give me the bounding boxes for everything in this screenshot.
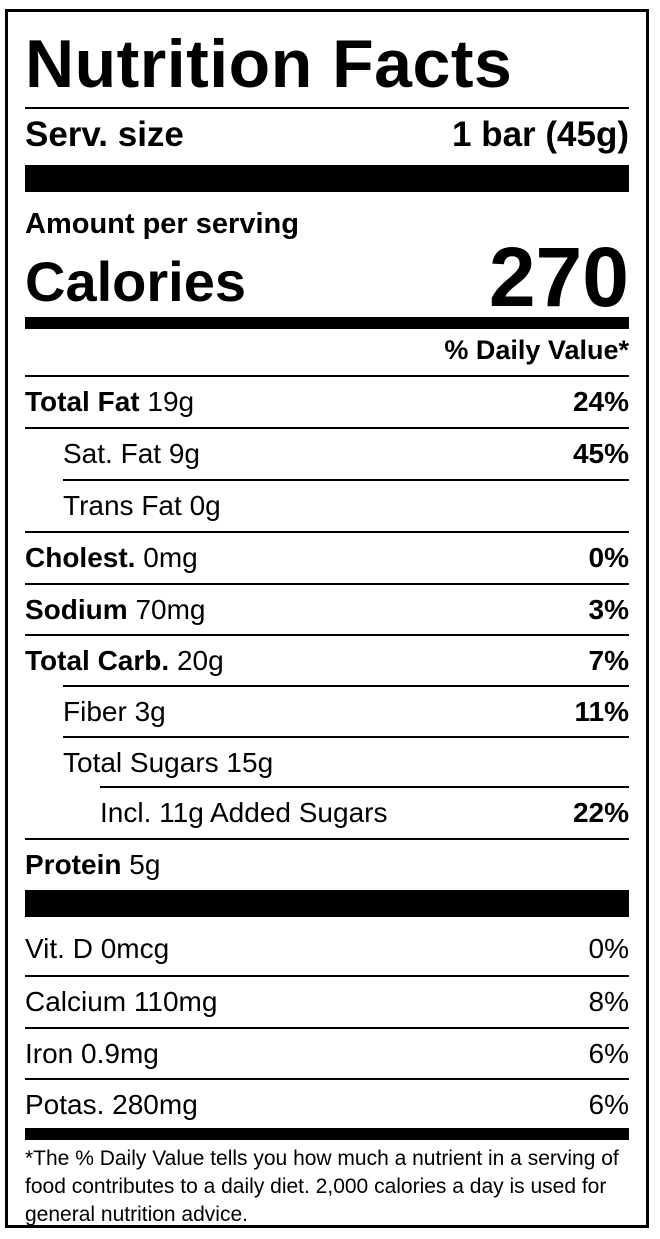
vitamin-row-potassium: Potas. 280mg 6% bbox=[25, 1080, 629, 1130]
nutrient-name: Total Carb. bbox=[25, 645, 170, 676]
divider bbox=[25, 531, 629, 533]
nutrient-name: Total Fat bbox=[25, 386, 140, 417]
thick-divider bbox=[25, 165, 629, 192]
vitamin-name: Calcium 110mg bbox=[25, 986, 218, 1017]
calories-value: 270 bbox=[488, 230, 629, 324]
nutrient-dv: 0% bbox=[588, 542, 629, 573]
nutrient-amount: 15g bbox=[226, 747, 274, 778]
nutrient-dv: 24% bbox=[572, 386, 629, 417]
nutrient-name: Incl. 11g Added Sugars bbox=[100, 797, 388, 828]
nutrient-row-sodium: Sodium 70mg 3% bbox=[25, 585, 629, 635]
nutrient-name: Cholest. bbox=[25, 542, 136, 573]
nutrient-row-total-sugars: Total Sugars 15g bbox=[63, 738, 629, 788]
nutrient-amount: 19g bbox=[147, 386, 195, 417]
nutrient-row-protein: Protein 5g bbox=[25, 840, 629, 890]
nutrient-dv: 22% bbox=[572, 797, 629, 828]
nutrient-amount: 9g bbox=[168, 438, 200, 469]
nutrient-row-total-fat: Total Fat 19g 24% bbox=[25, 377, 629, 427]
amount-per-serving: Amount per serving bbox=[25, 208, 299, 240]
divider bbox=[25, 1078, 629, 1080]
nutrient-dv: 3% bbox=[588, 594, 629, 625]
vitamin-row-iron: Iron 0.9mg 6% bbox=[25, 1029, 629, 1079]
vitamin-dv: 6% bbox=[588, 1089, 629, 1120]
divider bbox=[25, 1027, 629, 1029]
divider bbox=[25, 975, 629, 977]
nutrient-name: Sodium bbox=[25, 594, 128, 625]
thick-divider bbox=[25, 890, 629, 917]
daily-value-header: % Daily Value* bbox=[444, 335, 629, 365]
divider bbox=[25, 583, 629, 585]
nutrient-amount: 70mg bbox=[135, 594, 206, 625]
nutrient-name: Sat. Fat bbox=[63, 438, 162, 469]
nutrient-row-sat-fat: Sat. Fat 9g 45% bbox=[63, 429, 629, 479]
medium-divider bbox=[25, 1128, 629, 1140]
panel-title: Nutrition Facts bbox=[25, 26, 513, 102]
nutrient-dv: 11% bbox=[574, 696, 630, 727]
serving-size-label: Serv. size bbox=[25, 115, 184, 154]
vitamin-name: Potas. 280mg bbox=[25, 1089, 198, 1120]
divider bbox=[63, 685, 629, 687]
vitamin-row-calcium: Calcium 110mg 8% bbox=[25, 977, 629, 1027]
nutrient-row-cholesterol: Cholest. 0mg 0% bbox=[25, 533, 629, 583]
vitamin-dv: 6% bbox=[588, 1038, 629, 1069]
serving-size-value: 1 bar (45g) bbox=[452, 115, 629, 154]
serving-size-row: Serv. size 1 bar (45g) bbox=[25, 112, 629, 158]
divider bbox=[63, 479, 629, 481]
nutrient-row-total-carb: Total Carb. 20g 7% bbox=[25, 636, 629, 686]
divider bbox=[25, 427, 629, 429]
divider bbox=[25, 634, 629, 636]
nutrient-name: Protein bbox=[25, 849, 122, 880]
divider bbox=[100, 786, 629, 788]
nutrient-row-added-sugars: Incl. 11g Added Sugars 22% bbox=[100, 788, 629, 838]
nutrient-dv: 45% bbox=[572, 438, 629, 469]
vitamin-row-vit-d: Vit. D 0mcg 0% bbox=[25, 924, 629, 974]
vitamin-dv: 0% bbox=[588, 933, 629, 964]
divider bbox=[25, 107, 629, 109]
divider bbox=[63, 736, 629, 738]
divider bbox=[25, 375, 629, 377]
nutrient-row-fiber: Fiber 3g 11% bbox=[63, 687, 629, 737]
vitamin-name: Vit. D 0mcg bbox=[25, 933, 170, 964]
nutrient-amount: 3g bbox=[134, 696, 166, 727]
nutrient-amount: 0g bbox=[189, 490, 221, 521]
vitamin-name: Iron 0.9mg bbox=[25, 1038, 159, 1069]
vitamin-dv: 8% bbox=[588, 986, 629, 1017]
nutrient-name: Total Sugars bbox=[63, 747, 219, 778]
nutrient-amount: 5g bbox=[129, 849, 161, 880]
nutrient-row-trans-fat: Trans Fat 0g bbox=[63, 481, 629, 531]
nutrient-name: Trans Fat bbox=[63, 490, 182, 521]
nutrient-amount: 20g bbox=[176, 645, 224, 676]
nutrition-facts-panel: Nutrition Facts Serv. size 1 bar (45g) A… bbox=[5, 9, 649, 1228]
divider bbox=[25, 838, 629, 840]
nutrient-amount: 0mg bbox=[143, 542, 198, 573]
calories-label: Calories bbox=[25, 250, 246, 313]
nutrient-name: Fiber bbox=[63, 696, 127, 727]
nutrient-dv: 7% bbox=[588, 645, 629, 676]
medium-divider bbox=[25, 317, 629, 329]
footnote: *The % Daily Value tells you how much a … bbox=[25, 1147, 619, 1226]
